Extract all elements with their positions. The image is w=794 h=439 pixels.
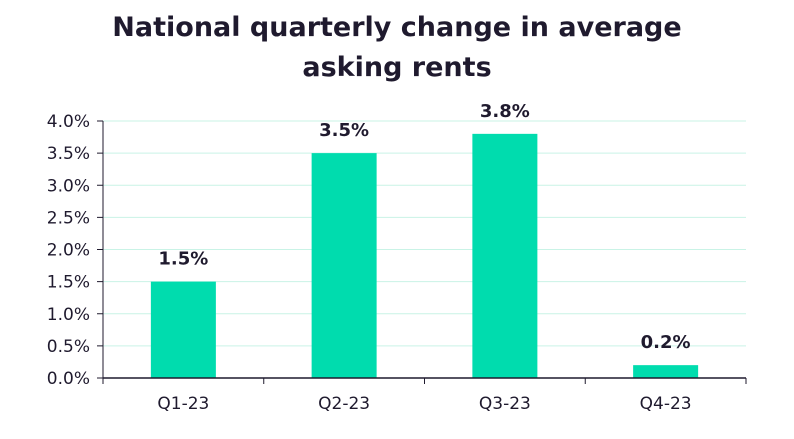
data-label: 3.5% (319, 120, 369, 141)
chart-title-line-1: National quarterly change in average (112, 12, 682, 43)
x-category-label: Q3-23 (479, 394, 531, 414)
y-tick-label: 0.5% (47, 337, 90, 357)
data-label: 0.2% (641, 332, 691, 353)
bar (633, 365, 699, 378)
bar (150, 281, 216, 378)
x-category-label: Q2-23 (318, 394, 370, 414)
y-tick-label: 2.0% (47, 241, 90, 261)
y-tick-label: 3.5% (47, 144, 90, 164)
y-tick-label: 0.0% (47, 369, 90, 389)
y-tick-label: 2.5% (47, 208, 90, 228)
bar (472, 133, 538, 378)
data-label: 1.5% (158, 249, 208, 270)
chart-title: National quarterly change in average ask… (0, 8, 794, 88)
chart-title-line-2: asking rents (302, 52, 492, 83)
x-category-label: Q1-23 (157, 394, 209, 414)
y-tick-label: 4.0% (47, 112, 90, 132)
y-tick-label: 1.5% (47, 273, 90, 293)
bar (311, 153, 377, 378)
y-tick-label: 3.0% (47, 176, 90, 196)
y-tick-label: 1.0% (47, 305, 90, 325)
x-category-label: Q4-23 (640, 394, 692, 414)
data-label: 3.8% (480, 101, 530, 122)
